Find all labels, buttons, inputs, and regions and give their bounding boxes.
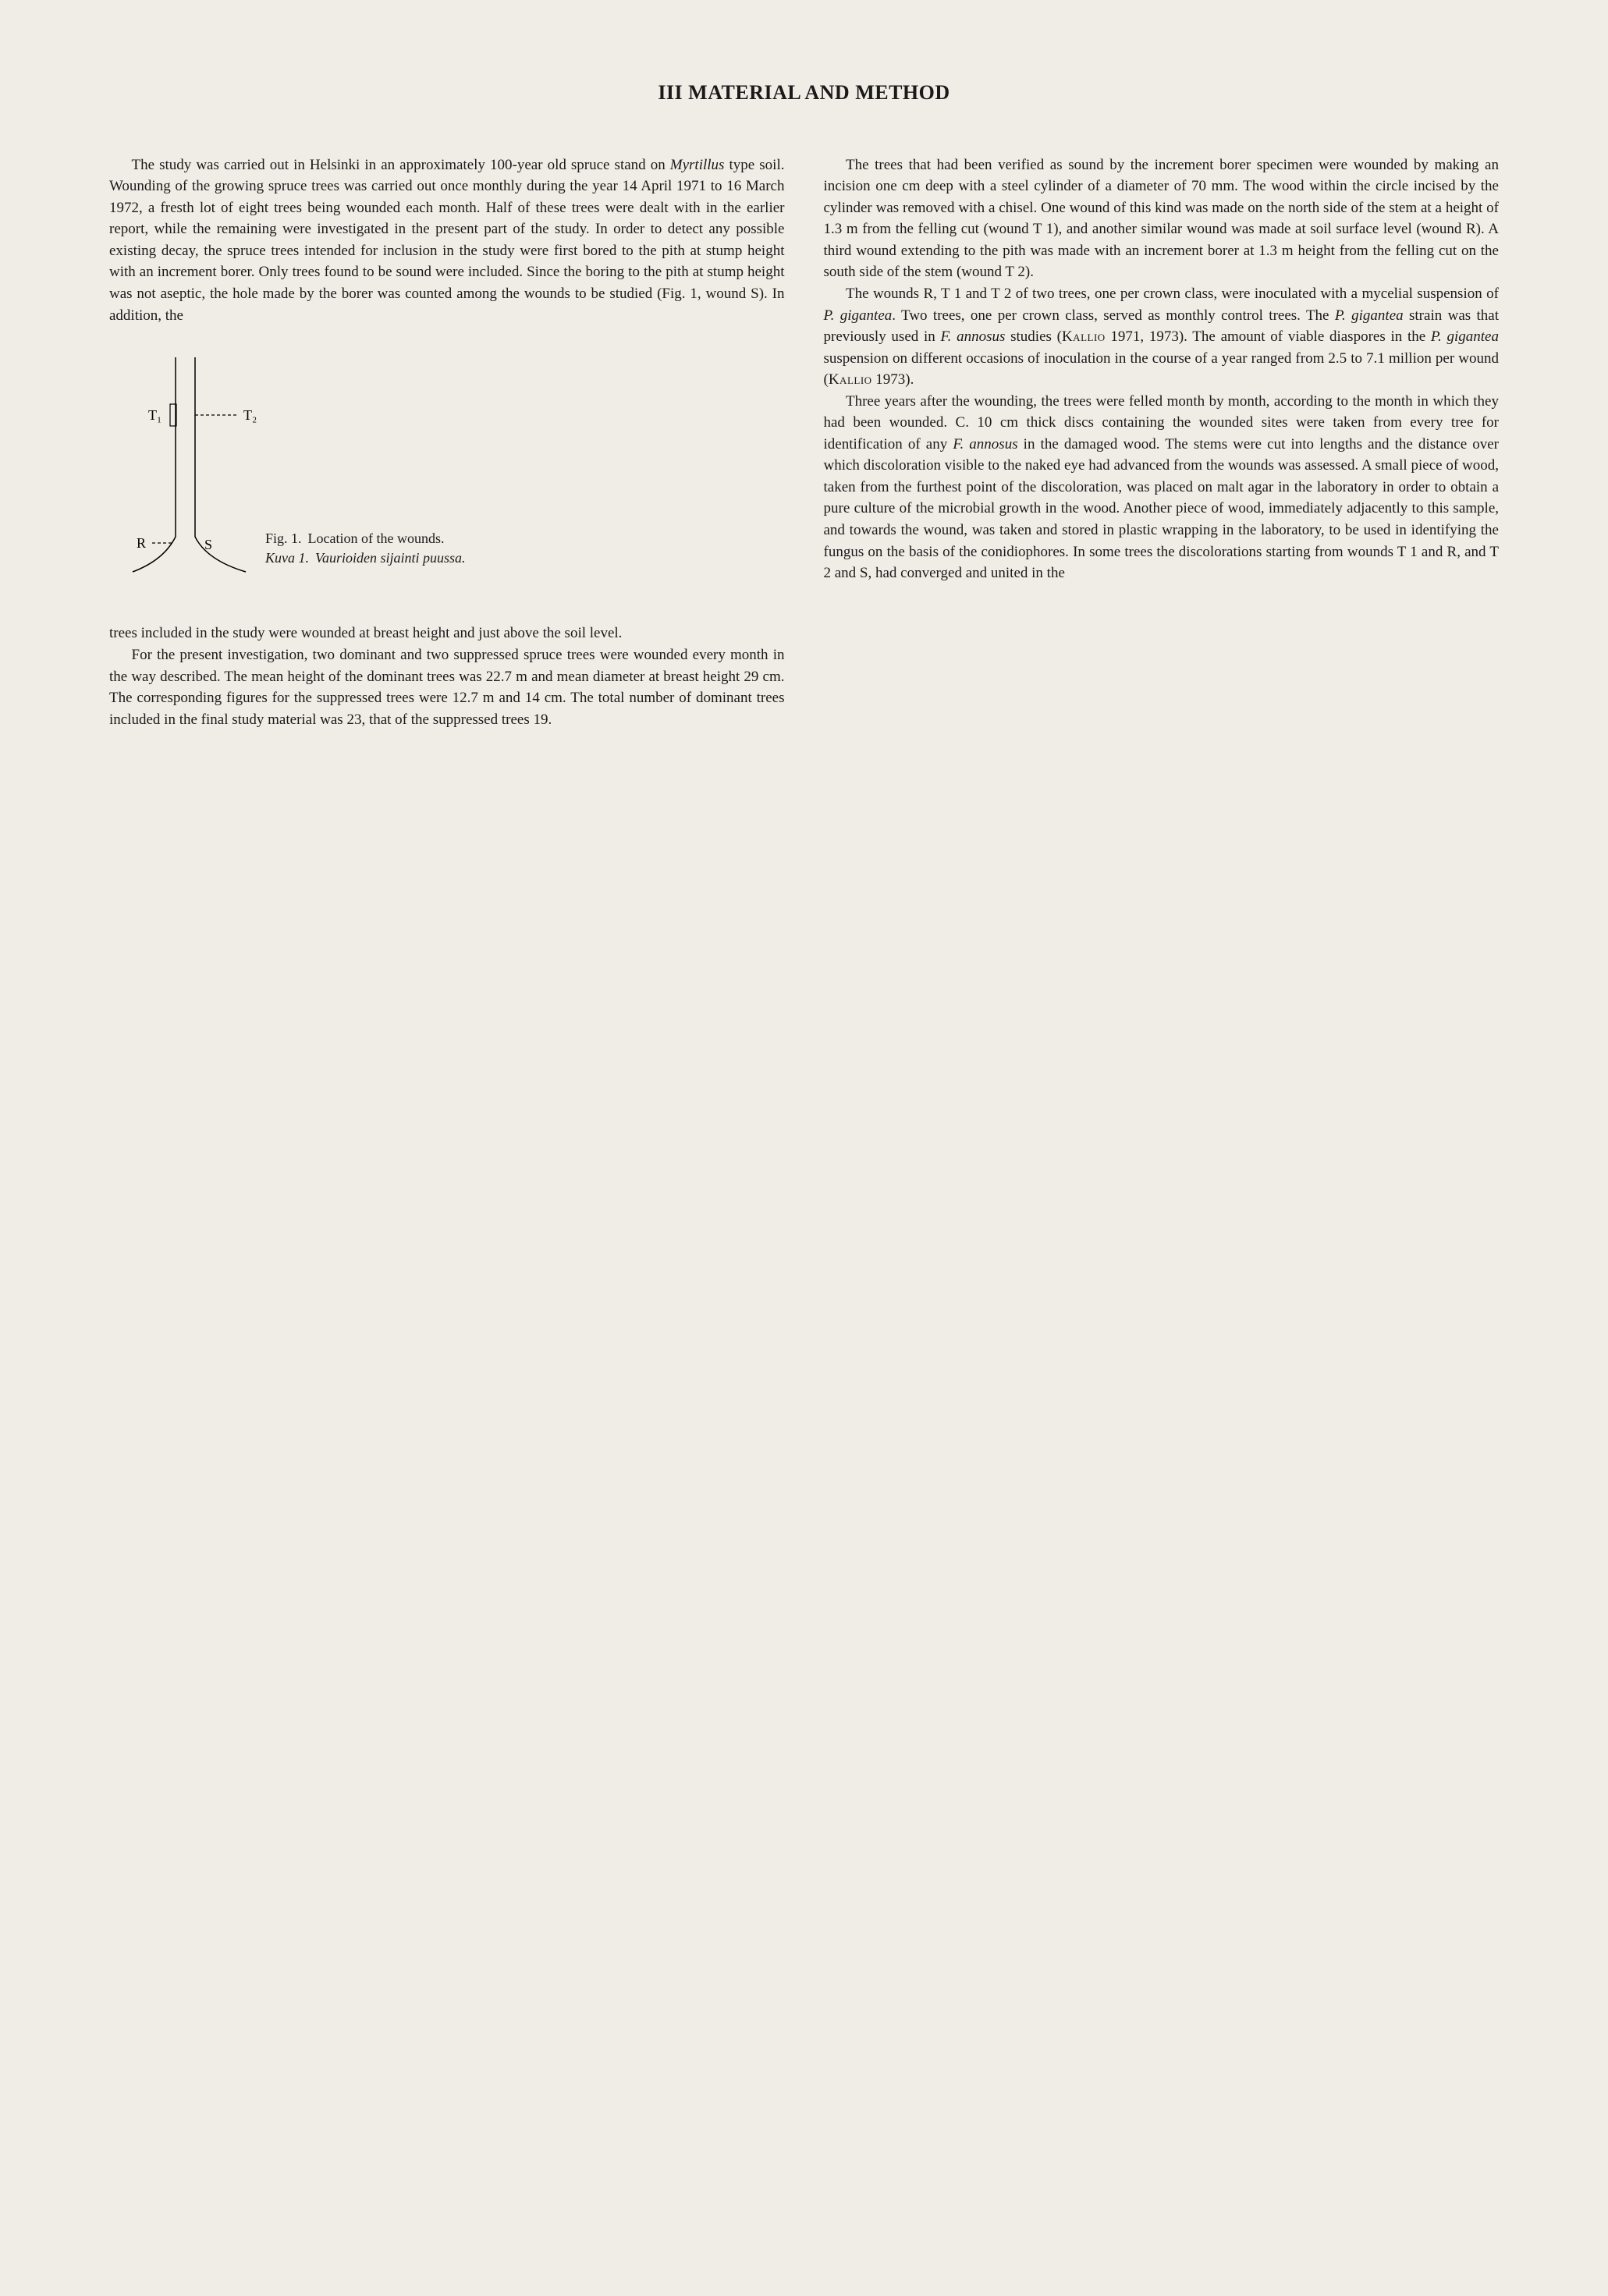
label-t2: T₂: [243, 407, 257, 423]
fig-label-fi: Kuva 1.: [265, 548, 309, 568]
right-p2: The wounds R, T 1 and T 2 of two trees, …: [824, 283, 1500, 391]
species-f-annosus: F. annosus: [940, 328, 1005, 345]
section-title: III MATERIAL AND METHOD: [109, 78, 1499, 108]
figure-caption: Fig. 1. Location of the wounds. Kuva 1. …: [265, 529, 785, 568]
species-p-gigantea: P. gigantea: [824, 307, 893, 324]
two-column-layout: The study was carried out in Helsinki in…: [109, 154, 1499, 730]
left-p1: The study was carried out in Helsinki in…: [109, 154, 785, 326]
left-p3: For the present investigation, two domin…: [109, 644, 785, 730]
species-p-gigantea: P. gigantea: [1431, 328, 1499, 345]
species-p-gigantea: P. gigantea: [1335, 307, 1404, 324]
text: suspension on different occasions of ino…: [824, 350, 1500, 389]
right-p1: The trees that had been verified as soun…: [824, 154, 1500, 283]
species-f-annosus: F. annosus: [953, 436, 1017, 452]
author-kallio: Kallio: [829, 371, 872, 388]
right-column: The trees that had been verified as soun…: [824, 154, 1500, 730]
text: The study was carried out in Helsinki in…: [132, 157, 670, 173]
fig-text-fi: Vaurioiden sijainti puussa.: [315, 548, 466, 568]
fig-text-en: Location of the wounds.: [308, 529, 445, 548]
species-myrtillus: Myrtillus: [670, 157, 725, 173]
text: studies (: [1005, 328, 1062, 345]
author-kallio: Kallio: [1062, 328, 1106, 345]
label-s: S: [204, 537, 212, 552]
text: 1973).: [872, 371, 914, 388]
label-r: R: [137, 535, 146, 551]
left-column: The study was carried out in Helsinki in…: [109, 154, 785, 730]
text: The wounds R, T 1 and T 2 of two trees, …: [846, 286, 1499, 302]
right-p3: Three years after the wounding, the tree…: [824, 391, 1500, 584]
left-p2: trees included in the study were wounded…: [109, 623, 785, 644]
text: . Two trees, one per crown class, served…: [892, 307, 1335, 324]
fig-label-en: Fig. 1.: [265, 529, 302, 548]
label-t1: T₁: [148, 407, 162, 423]
text: type soil. Wounding of the growing spruc…: [109, 157, 785, 324]
text: in the damaged wood. The stems were cut …: [824, 436, 1500, 581]
text: 1971, 1973). The amount of viable diaspo…: [1106, 328, 1431, 345]
